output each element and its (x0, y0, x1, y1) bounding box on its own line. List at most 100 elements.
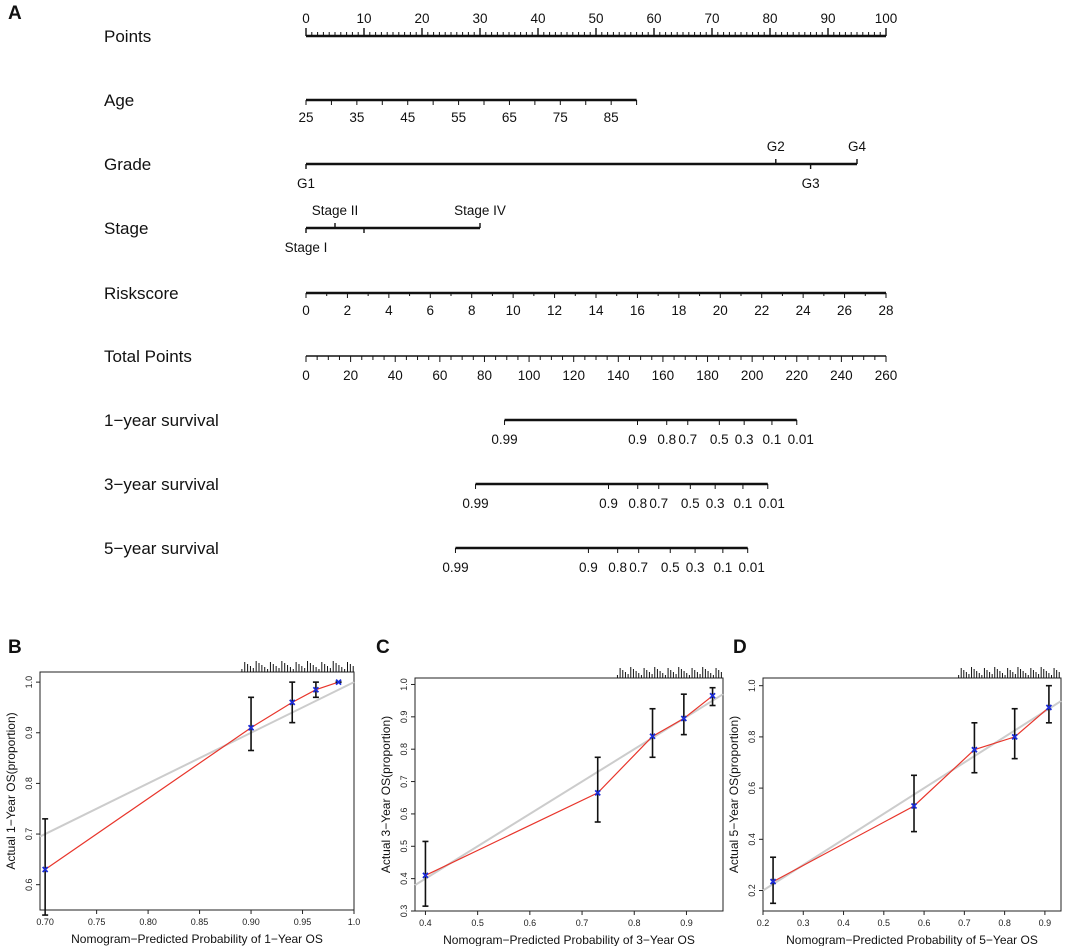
total-points-tick-label: 260 (875, 368, 898, 383)
row-label: 5−year survival (104, 539, 219, 558)
x-tick-label: 0.95 (294, 917, 312, 927)
survival-tick-label: 0.3 (706, 496, 725, 511)
points-tick-label: 40 (530, 11, 545, 26)
survival-tick-label: 0.8 (608, 560, 627, 575)
data-point (769, 878, 777, 885)
row-label: Total Points (104, 347, 192, 366)
riskscore-tick-label: 14 (588, 303, 604, 318)
data-point (594, 789, 601, 797)
data-point (649, 733, 656, 740)
points-tick-label: 80 (762, 11, 777, 26)
total-points-tick-label: 40 (388, 368, 403, 383)
points-tick-label: 50 (588, 11, 603, 26)
points-tick-label: 100 (875, 11, 898, 26)
x-tick-label: 0.6 (918, 918, 931, 928)
y-tick-label: 0.9 (24, 727, 34, 740)
x-tick-label: 0.5 (878, 918, 891, 928)
y-axis-label: Actual 5−Year OS(proportion) (727, 716, 741, 873)
calibration-panel-b: 0.70 0.75 0.80 0.85 0.90 0.95 1.0 0.6 0.7 0.8 0.9 1… (4, 661, 360, 946)
x-tick-label: 0.2 (757, 918, 770, 928)
panel-letter-b: B (8, 637, 22, 658)
ideal-line (39, 681, 355, 838)
data-point (335, 678, 342, 686)
stage-level-label: Stage I (285, 240, 328, 255)
row-label: Riskscore (104, 284, 179, 303)
survival-tick-label: 0.1 (763, 432, 782, 447)
x-axis-label: Nomogram−Predicted Probability of 5−Year… (786, 933, 1038, 946)
data-point (680, 715, 687, 722)
x-tick-label: 0.9 (1039, 918, 1052, 928)
riskscore-tick-label: 12 (547, 303, 562, 318)
survival-tick-label: 0.5 (681, 496, 700, 511)
grade-level-label: G3 (802, 176, 820, 191)
x-tick-label: 0.70 (36, 917, 54, 927)
x-tick-label: 0.6 (524, 918, 537, 928)
x-axis-label: Nomogram−Predicted Probability of 3−Year… (443, 933, 695, 946)
row-label: Grade (104, 155, 151, 174)
age-tick-label: 35 (349, 110, 364, 125)
data-point (1011, 733, 1018, 741)
x-tick-label: 0.8 (998, 918, 1011, 928)
survival-tick-label: 0.9 (599, 496, 618, 511)
age-tick-label: 75 (553, 110, 568, 125)
data-point (709, 692, 716, 699)
calibration-line (425, 695, 713, 876)
data-point (1045, 704, 1053, 711)
survival-tick-label: 0.5 (710, 432, 729, 447)
row-label: Stage (104, 219, 148, 238)
stage-level-label: Stage IV (454, 203, 506, 218)
data-point (312, 686, 320, 693)
x-tick-label: 1.0 (348, 917, 361, 927)
x-tick-label: 0.75 (88, 917, 106, 927)
plot-frame (39, 671, 355, 911)
total-points-tick-label: 200 (741, 368, 764, 383)
y-tick-label: 0.4 (747, 833, 757, 846)
y-tick-label: 0.6 (24, 878, 34, 891)
y-tick-label: 0.7 (399, 775, 409, 788)
grade-level-label: G2 (767, 139, 785, 154)
y-tick-label: 0.3 (399, 905, 409, 918)
data-point (422, 872, 429, 879)
x-tick-label: 0.80 (139, 917, 157, 927)
y-tick-label: 0.8 (24, 777, 34, 790)
age-tick-label: 65 (502, 110, 517, 125)
riskscore-tick-label: 24 (796, 303, 812, 318)
riskscore-tick-label: 20 (713, 303, 728, 318)
survival-tick-label: 0.01 (788, 432, 814, 447)
points-tick-label: 30 (472, 11, 487, 26)
survival-tick-label: 0.99 (442, 560, 468, 575)
age-tick-label: 55 (451, 110, 466, 125)
x-tick-label: 0.85 (191, 917, 209, 927)
y-tick-label: 0.4 (399, 872, 409, 885)
x-tick-label: 0.8 (628, 918, 641, 928)
survival-tick-label: 0.7 (649, 496, 668, 511)
y-axis-label: Actual 1−Year OS(proportion) (4, 712, 18, 869)
y-tick-label: 0.2 (747, 884, 757, 897)
survival-tick-label: 0.7 (678, 432, 697, 447)
panel-letter-a: A (8, 3, 22, 24)
row-label: Points (104, 27, 151, 46)
riskscore-tick-label: 28 (878, 303, 893, 318)
survival-tick-label: 0.1 (734, 496, 753, 511)
points-tick-label: 0 (302, 11, 310, 26)
total-points-tick-label: 60 (432, 368, 447, 383)
data-point (289, 699, 296, 706)
survival-tick-label: 0.8 (628, 496, 647, 511)
total-points-tick-label: 160 (652, 368, 675, 383)
riskscore-tick-label: 22 (754, 303, 769, 318)
y-tick-label: 0.8 (399, 743, 409, 756)
points-tick-label: 10 (356, 11, 371, 26)
x-axis-label: Nomogram−Predicted Probability of 1−Year… (71, 932, 323, 946)
points-tick-label: 60 (646, 11, 661, 26)
total-points-tick-label: 240 (830, 368, 853, 383)
survival-tick-label: 0.99 (462, 496, 488, 511)
y-tick-label: 0.8 (747, 731, 757, 744)
y-tick-label: 0.6 (747, 782, 757, 795)
survival-tick-label: 0.01 (759, 496, 785, 511)
survival-tick-label: 0.9 (579, 560, 598, 575)
data-point (247, 724, 255, 731)
y-tick-label: 0.5 (399, 840, 409, 853)
riskscore-tick-label: 4 (385, 303, 393, 318)
grade-level-label: G4 (848, 139, 867, 154)
